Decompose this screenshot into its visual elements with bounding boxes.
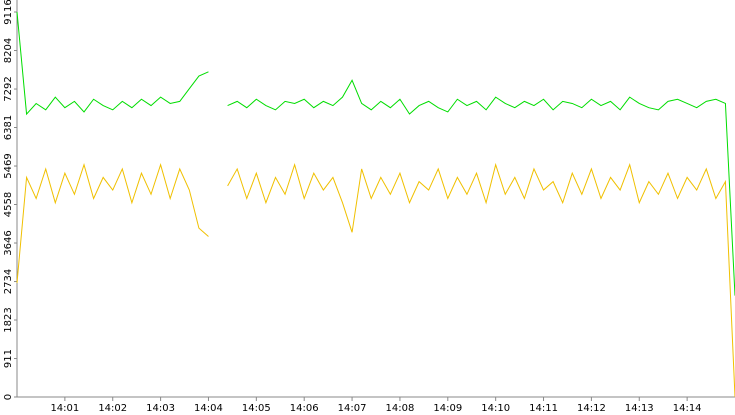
x-tick-label: 14:14 <box>673 403 702 414</box>
y-tick-label: 2734 <box>3 269 14 294</box>
x-tick-label: 14:10 <box>481 403 510 414</box>
x-tick-label: 14:01 <box>50 403 79 414</box>
y-tick-label: 1823 <box>3 307 14 332</box>
series-line <box>16 11 209 116</box>
y-tick-label: 911 <box>3 349 14 368</box>
x-tick-label: 14:03 <box>146 403 175 414</box>
y-tick-label: 3646 <box>3 230 14 255</box>
series-line <box>227 79 735 296</box>
x-tick-label: 14:04 <box>194 403 223 414</box>
y-tick-label: 8204 <box>3 38 14 63</box>
series-line <box>227 162 735 398</box>
series-line <box>16 162 209 284</box>
y-tick-label: 4558 <box>3 192 14 217</box>
y-tick-label: 7292 <box>3 76 14 101</box>
x-tick-label: 14:07 <box>338 403 367 414</box>
x-tick-label: 14:12 <box>577 403 606 414</box>
y-tick-label: 6381 <box>3 115 14 140</box>
x-tick-label: 14:13 <box>625 403 654 414</box>
y-tick-label: 9116 <box>3 0 14 25</box>
y-tick-label: 0 <box>3 394 14 400</box>
x-tick-label: 14:09 <box>433 403 462 414</box>
x-tick-label: 14:08 <box>386 403 415 414</box>
x-tick-label: 14:11 <box>529 403 558 414</box>
x-tick-label: 14:05 <box>242 403 271 414</box>
x-tick-label: 14:06 <box>290 403 319 414</box>
y-tick-label: 5469 <box>3 153 14 178</box>
x-tick-label: 14:02 <box>98 403 127 414</box>
